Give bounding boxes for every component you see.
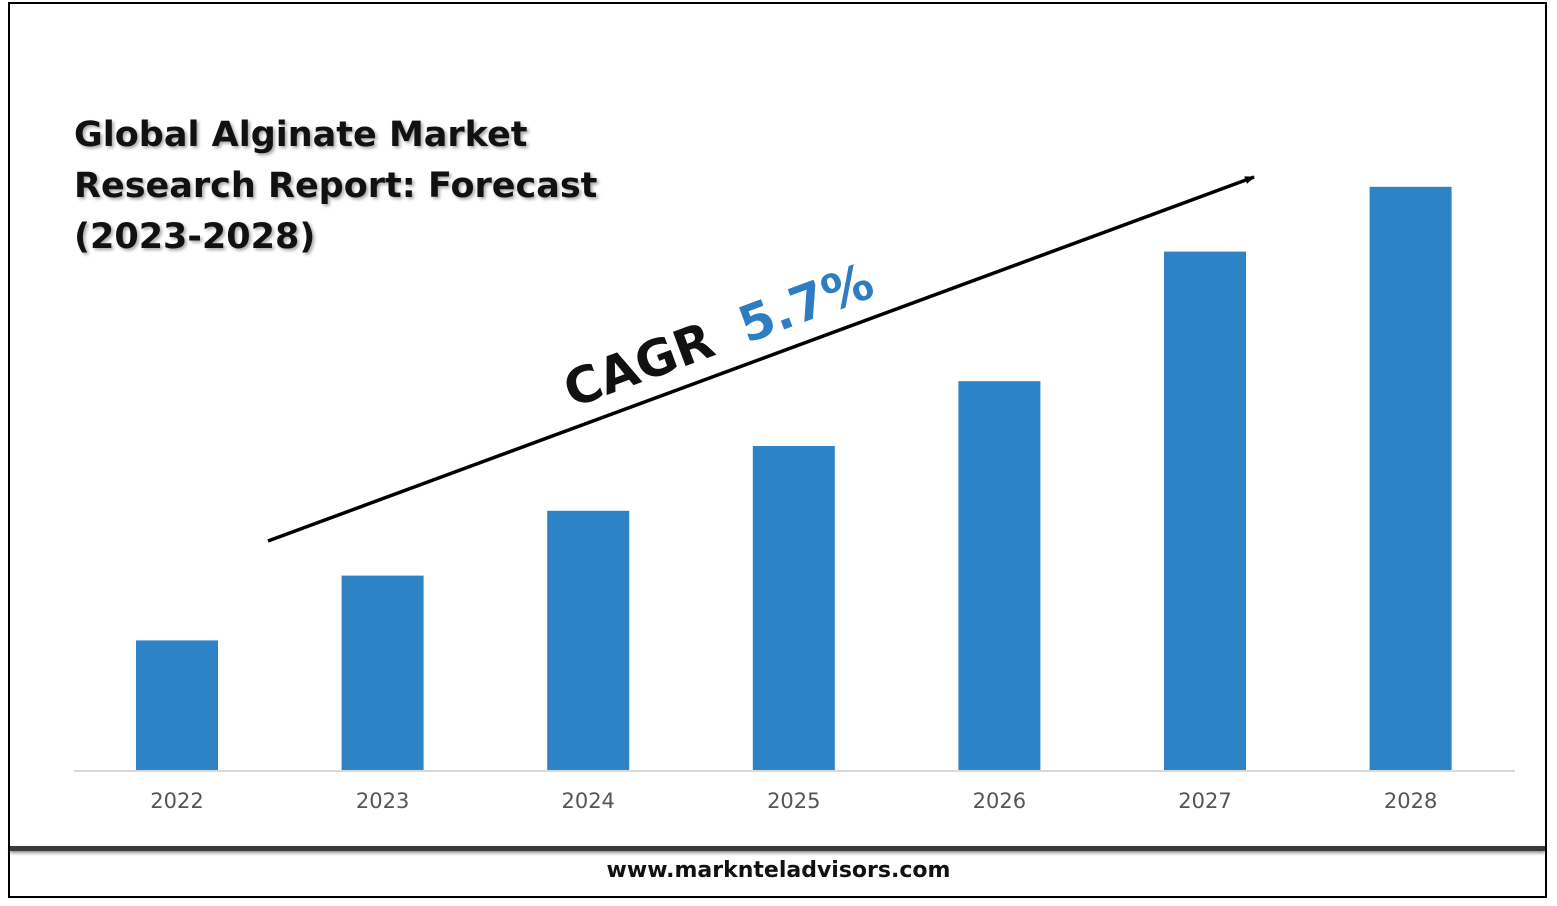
- x-tick-label: 2027: [1178, 789, 1231, 813]
- bar-2024: [547, 510, 630, 770]
- x-tick-label: 2028: [1384, 789, 1437, 813]
- bar-2023: [341, 575, 424, 770]
- cagr-annotation: CAGR 5.7%: [556, 252, 881, 419]
- bar-2022: [136, 640, 218, 770]
- footer-divider: [10, 846, 1545, 851]
- title-line-3: (2023-2028): [74, 217, 316, 257]
- bar-2028: [1369, 186, 1452, 771]
- bar-2026: [958, 381, 1041, 770]
- bar-2027: [1164, 251, 1246, 771]
- title-line-2: Research Report: Forecast: [74, 166, 598, 206]
- trend-arrow: [267, 175, 1255, 543]
- footer-url: www.marknteladvisors.com: [606, 858, 951, 883]
- title-line-1: Global Alginate Market: [74, 115, 528, 155]
- x-tick-label: 2025: [767, 789, 820, 813]
- x-tick-label: 2024: [561, 789, 614, 813]
- x-tick-label: 2023: [356, 789, 409, 813]
- x-axis-ticks: 2022 2023 2024 2025 2026 2027 2028: [150, 789, 1437, 813]
- chart-title: Global Alginate Market Research Report: …: [74, 110, 597, 263]
- x-tick-label: 2022: [150, 789, 203, 813]
- cagr-value: 5.7%: [731, 252, 881, 355]
- bar-series: [136, 186, 1452, 771]
- x-tick-label: 2026: [973, 789, 1026, 813]
- bar-2025: [752, 446, 835, 770]
